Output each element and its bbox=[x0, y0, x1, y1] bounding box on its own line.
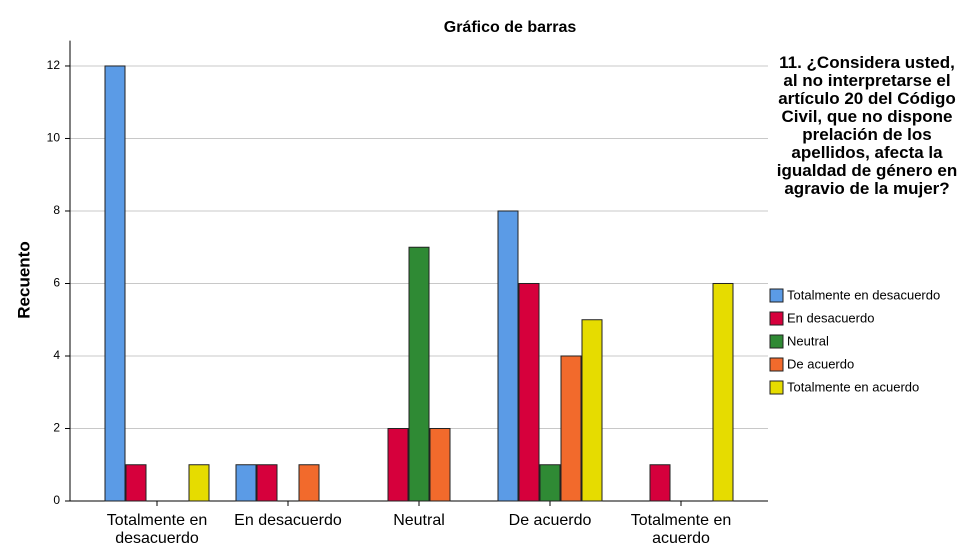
bar bbox=[649, 464, 671, 502]
legend-title: 11. ¿Considera usted, al no interpretars… bbox=[776, 53, 958, 198]
y-tick-label: 8 bbox=[53, 203, 60, 217]
legend-label: En desacuerdo bbox=[787, 310, 874, 325]
y-tick-label: 2 bbox=[53, 421, 60, 435]
x-tick-label: De acuerdo bbox=[508, 512, 592, 529]
bar bbox=[560, 355, 582, 502]
y-tick-label: 0 bbox=[53, 493, 60, 507]
bar bbox=[429, 427, 451, 502]
x-tick-label: Neutral bbox=[393, 512, 445, 529]
bar bbox=[188, 464, 210, 502]
bar bbox=[497, 210, 519, 502]
x-tick-label: Totalmente en desacuerdo bbox=[106, 512, 208, 547]
bar bbox=[712, 282, 734, 502]
y-tick-label: 4 bbox=[53, 348, 60, 362]
legend-label: Neutral bbox=[787, 333, 829, 348]
legend-swatch bbox=[769, 334, 784, 349]
bar bbox=[518, 282, 540, 502]
bar bbox=[125, 464, 147, 502]
legend-swatch bbox=[769, 357, 784, 372]
bar bbox=[539, 464, 561, 502]
bar bbox=[408, 246, 430, 502]
bar bbox=[298, 464, 320, 502]
legend-label: De acuerdo bbox=[787, 356, 854, 371]
legend-swatch bbox=[769, 311, 784, 326]
legend-label: Totalmente en acuerdo bbox=[787, 379, 919, 394]
bar bbox=[104, 65, 126, 502]
bar bbox=[235, 464, 257, 502]
y-tick-label: 12 bbox=[47, 58, 61, 72]
y-axis-label: Recuento bbox=[14, 241, 33, 318]
legend-swatch bbox=[769, 288, 784, 303]
y-tick-label: 6 bbox=[53, 276, 60, 290]
bar bbox=[581, 319, 603, 502]
x-tick-label: Totalmente en acuerdo bbox=[630, 512, 732, 547]
y-tick-label: 10 bbox=[47, 131, 61, 145]
legend-swatch bbox=[769, 380, 784, 395]
bar bbox=[256, 464, 278, 502]
chart-title: Gráfico de barras bbox=[444, 19, 577, 36]
bar bbox=[387, 427, 409, 502]
x-tick-label: En desacuerdo bbox=[234, 512, 342, 529]
legend-label: Totalmente en desacuerdo bbox=[787, 287, 940, 302]
